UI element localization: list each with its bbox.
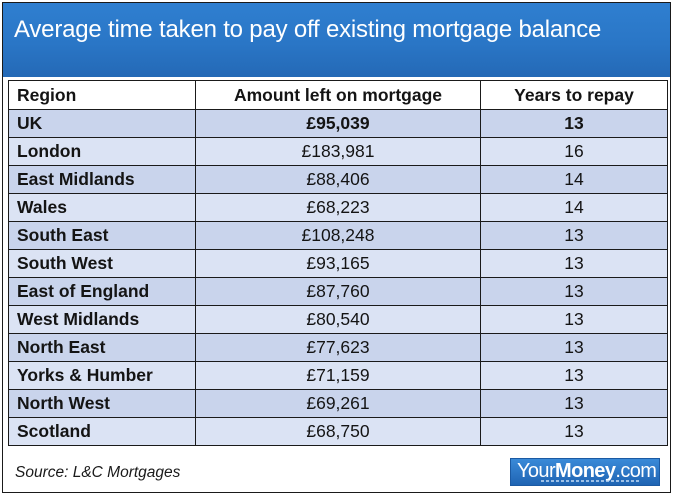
header-row: Region Amount left on mortgage Years to … (8, 80, 668, 110)
column-header-years: Years to repay (480, 80, 668, 110)
years-cell: 13 (480, 249, 668, 278)
table-row: West Midlands £80,540 13 (8, 305, 668, 334)
amount-cell: £69,261 (195, 389, 481, 418)
region-cell: South West (8, 249, 196, 278)
region-cell: East Midlands (8, 165, 196, 194)
table-row: South West £93,165 13 (8, 249, 668, 278)
logo-word-suffix: .com (615, 460, 657, 482)
amount-cell: £77,623 (195, 333, 481, 362)
region-cell: Wales (8, 193, 196, 222)
logo-word-money: Money (555, 460, 616, 482)
amount-cell: £87,760 (195, 277, 481, 306)
table-row: North East £77,623 13 (8, 333, 668, 362)
footer: Source: L&C Mortgages YourMoney.com (3, 455, 670, 492)
mortgage-table: Region Amount left on mortgage Years to … (8, 80, 668, 446)
region-cell: West Midlands (8, 305, 196, 334)
table-row: Yorks & Humber £71,159 13 (8, 361, 668, 390)
years-cell: 13 (480, 417, 668, 446)
years-cell: 13 (480, 221, 668, 250)
region-cell: East of England (8, 277, 196, 306)
table-row: Scotland £68,750 13 (8, 417, 668, 446)
amount-cell: £68,223 (195, 193, 481, 222)
table-body: UK £95,039 13 London £183,981 16 East Midlands… (8, 109, 668, 446)
column-header-region: Region (8, 80, 196, 110)
region-cell: Scotland (8, 417, 196, 446)
years-cell: 13 (480, 277, 668, 306)
amount-cell: £183,981 (195, 137, 481, 166)
years-cell: 14 (480, 165, 668, 194)
years-cell: 13 (480, 109, 668, 138)
table-row: North West £69,261 13 (8, 389, 668, 418)
table-row: East of England £87,760 13 (8, 277, 668, 306)
column-header-amount: Amount left on mortgage (195, 80, 481, 110)
table-row: London £183,981 16 (8, 137, 668, 166)
region-cell: North East (8, 333, 196, 362)
logo-wordmark: YourMoney.com (517, 460, 657, 483)
amount-cell: £80,540 (195, 305, 481, 334)
source-note: Source: L&C Mortgages (15, 464, 181, 481)
title-banner: Average time taken to pay off existing m… (3, 3, 670, 77)
amount-cell: £95,039 (195, 109, 481, 138)
table-row: UK £95,039 13 (8, 109, 668, 138)
chart-frame: Average time taken to pay off existing m… (2, 2, 671, 493)
yourmoney-logo: YourMoney.com (510, 458, 660, 486)
years-cell: 13 (480, 361, 668, 390)
table-row: East Midlands £88,406 14 (8, 165, 668, 194)
amount-cell: £71,159 (195, 361, 481, 390)
years-cell: 16 (480, 137, 668, 166)
years-cell: 13 (480, 305, 668, 334)
amount-cell: £93,165 (195, 249, 481, 278)
table-row: South East £108,248 13 (8, 221, 668, 250)
region-cell: Yorks & Humber (8, 361, 196, 390)
amount-cell: £68,750 (195, 417, 481, 446)
years-cell: 13 (480, 333, 668, 362)
region-cell: North West (8, 389, 196, 418)
logo-tagline-mark (541, 480, 641, 482)
chart-title: Average time taken to pay off existing m… (14, 16, 602, 43)
years-cell: 13 (480, 389, 668, 418)
amount-cell: £88,406 (195, 165, 481, 194)
table-row: Wales £68,223 14 (8, 193, 668, 222)
region-cell: South East (8, 221, 196, 250)
region-cell: London (8, 137, 196, 166)
years-cell: 14 (480, 193, 668, 222)
amount-cell: £108,248 (195, 221, 481, 250)
region-cell: UK (8, 109, 196, 138)
logo-word-your: Your (517, 460, 556, 482)
